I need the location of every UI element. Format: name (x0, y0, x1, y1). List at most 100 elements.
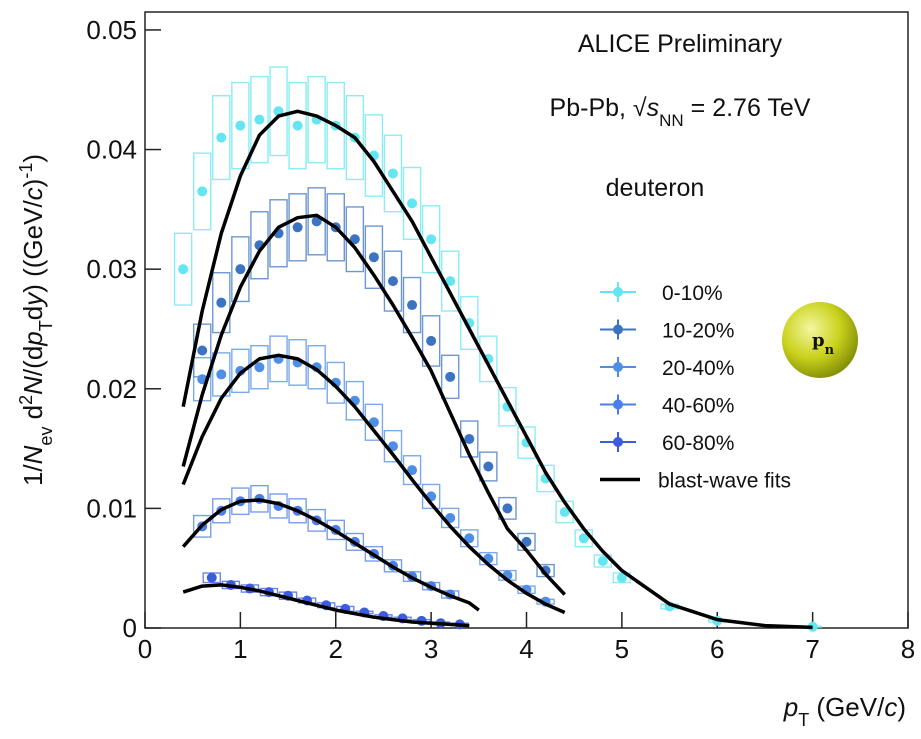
label-part: /(d (18, 346, 48, 376)
y-tick-label: 0.03 (86, 254, 137, 284)
data-point (216, 297, 227, 308)
data-point (407, 300, 418, 311)
data-point (483, 461, 494, 472)
syst-box (421, 483, 441, 510)
label-part: T (798, 710, 809, 730)
syst-box (345, 380, 365, 421)
label-part: c (18, 187, 48, 200)
data-point (235, 120, 246, 131)
x-axis-label: pT (GeV/c) (783, 692, 906, 730)
collision-label: Pb-Pb, √sNN = 2.76 TeV (550, 94, 811, 130)
x-tick-label: 6 (710, 634, 724, 664)
syst-box (326, 81, 345, 170)
plot-area: 0 1 2 3 4 5 6 7 8 0 0.01 0.02 0.03 0.04 0.05 0-10% 10-20… (86, 15, 915, 664)
legend-marker (613, 399, 623, 410)
collision-suffix: = 2.76 TeV (684, 94, 811, 122)
syst-box (364, 545, 384, 562)
syst-box (383, 134, 403, 213)
syst-box (173, 232, 193, 306)
label-part: y (18, 291, 48, 308)
label-part: N (18, 376, 48, 395)
collision-sub: NN (659, 111, 684, 130)
x-tick-label: 2 (329, 634, 343, 664)
x-tick-label: 5 (615, 634, 629, 664)
syst-box (269, 66, 288, 157)
data-point (521, 536, 532, 547)
data-point (426, 335, 437, 346)
label-part: ) (18, 154, 48, 163)
fit-curve (181, 213, 566, 596)
data-point (445, 512, 456, 523)
icon-label: pn (812, 330, 835, 358)
syst-box (383, 559, 403, 573)
label-part: 1/ (18, 464, 48, 486)
data-point (254, 114, 265, 125)
label-part: c (884, 692, 897, 722)
y-tick-label: 0 (123, 613, 137, 643)
syst-box (269, 335, 288, 383)
syst-box (250, 211, 269, 280)
x-tick-label: 7 (805, 634, 819, 664)
legend-label: 60-80% (662, 432, 734, 455)
legend-marker (613, 324, 623, 335)
syst-box (364, 225, 384, 290)
data-point (502, 503, 513, 514)
legend-label: blast-wave fits (658, 470, 791, 493)
data-point (578, 533, 589, 544)
x-tick-label: 0 (138, 634, 152, 664)
syst-box (460, 295, 479, 351)
legend-label: 20-40% (662, 357, 734, 380)
data-point (368, 252, 379, 263)
label-part: (GeV/ (809, 692, 885, 722)
data-point (616, 572, 627, 583)
syst-box (288, 81, 307, 170)
legend-marker (613, 287, 623, 297)
label-part: p (18, 331, 48, 346)
y-tick-label: 0.04 (86, 135, 137, 165)
data-point (559, 506, 570, 517)
collision-prefix: Pb-Pb, √ (550, 94, 647, 122)
experiment-label: ALICE Preliminary (578, 30, 783, 58)
syst-box (307, 345, 326, 390)
label-part: -1 (16, 163, 36, 179)
syst-box (345, 95, 365, 181)
fit-curve (181, 109, 813, 630)
data-point (407, 198, 418, 209)
label-part: d (18, 405, 48, 427)
syst-box (192, 514, 212, 538)
legend-label: 0-10% (662, 282, 723, 305)
label-part: d (18, 306, 48, 320)
label-part: ) (18, 179, 48, 188)
syst-box (269, 199, 288, 268)
label-part: ev (36, 427, 56, 446)
syst-box (498, 386, 517, 427)
syst-box (212, 95, 231, 181)
syst-box (479, 335, 498, 383)
data-point (178, 264, 189, 275)
data-point (206, 572, 217, 583)
syst-box (231, 348, 250, 394)
data-point (445, 371, 456, 382)
data-point (426, 234, 437, 245)
data-point (216, 369, 227, 380)
syst-box (402, 276, 422, 334)
fit-curve (182, 583, 470, 628)
syst-box (231, 81, 250, 170)
syst-box (326, 193, 345, 262)
y-tick-label: 0.01 (86, 493, 137, 523)
syst-box (517, 426, 536, 459)
x-tick-label: 1 (233, 634, 247, 664)
data-point (197, 345, 208, 356)
data-point (387, 168, 398, 179)
syst-box (326, 519, 345, 541)
fit-curve (181, 498, 480, 612)
syst-box (479, 451, 498, 482)
legend-marker (613, 437, 623, 447)
icon-sub: n (825, 343, 835, 358)
x-tick-label: 8 (901, 634, 915, 664)
syst-box (440, 354, 460, 400)
syst-box (364, 114, 384, 197)
data-point (407, 465, 418, 476)
label-part: ) (897, 692, 906, 722)
